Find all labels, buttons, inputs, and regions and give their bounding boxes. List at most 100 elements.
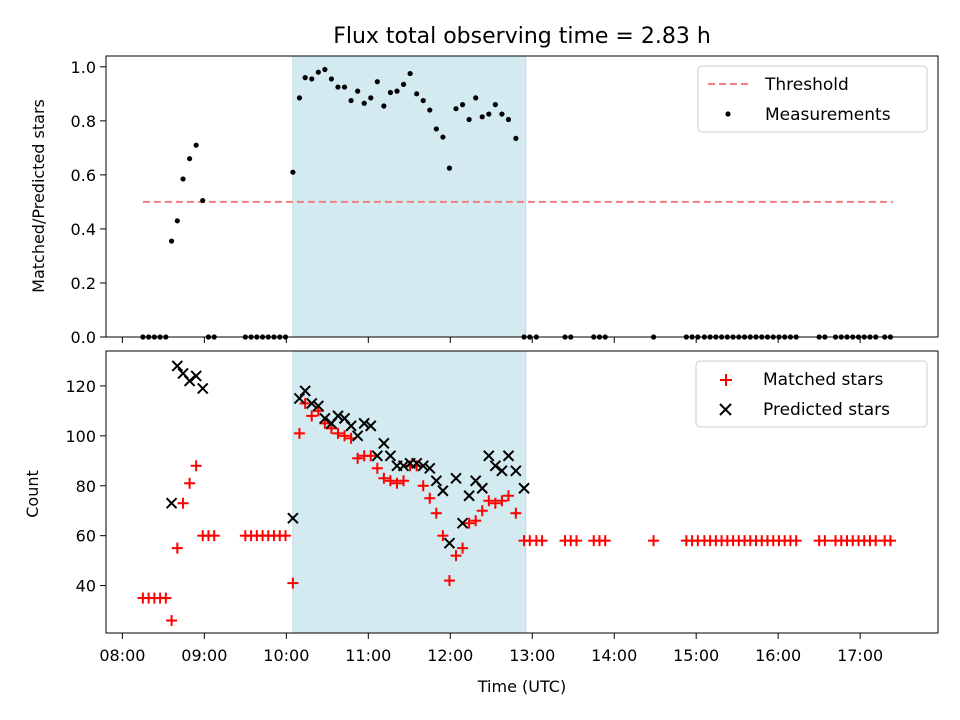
matched-star-point [450, 550, 462, 562]
predicted-star-point [165, 497, 178, 509]
measurement-point [387, 89, 394, 96]
predicted-star-point [351, 430, 364, 442]
matched-star-point [571, 535, 583, 547]
measurement-point [174, 218, 180, 224]
top-y-axis-label: Matched/Predicted stars [29, 99, 48, 293]
x-tick-label: 08:00 [99, 646, 145, 665]
measurement-point [414, 91, 420, 97]
matched-star-point [437, 530, 449, 542]
matched-star-point [299, 397, 311, 409]
matched-star-point [365, 450, 377, 462]
bottom-y-axis-label: Count [23, 470, 42, 518]
predicted-star-point [171, 360, 184, 372]
x-tick-label: 14:00 [591, 646, 637, 665]
matched-star-point [536, 535, 548, 547]
predicted-star-point [345, 420, 357, 432]
matched-star-point [790, 535, 802, 547]
matched-star-point [470, 515, 482, 527]
measurement-point [296, 95, 303, 101]
matched-star-point [280, 530, 292, 542]
matched-star-point [391, 477, 403, 489]
bottom-y-tick-label: 120 [65, 377, 96, 396]
measurement-point [290, 169, 296, 175]
top-highlight-span [292, 55, 527, 338]
predicted-star-point [384, 450, 397, 462]
matched-star-point [398, 475, 410, 487]
measurement-point [200, 197, 206, 204]
matched-star-point [177, 497, 189, 509]
matched-star-point [443, 575, 455, 587]
measurement-point [168, 238, 175, 244]
predicted-star-point [463, 490, 475, 502]
measurement-point [315, 69, 321, 75]
predicted-star-point [299, 385, 311, 397]
matched-star-point [648, 535, 660, 547]
measurement-point [180, 176, 186, 182]
matched-star-point [287, 577, 299, 589]
top-y-ticks: 0.0 0.2 0.4 0.6 0.8 1.0 [71, 58, 106, 347]
matched-star-point [496, 495, 508, 507]
measurement-point [309, 76, 315, 82]
x-tick-label: 12:00 [427, 646, 473, 665]
matched-star-point [483, 495, 495, 507]
matched-stars-points [137, 397, 896, 627]
bottom-axes-frame [105, 350, 939, 634]
legend-matched-label: Matched stars [763, 370, 883, 390]
legend-predicted-swatch [719, 403, 732, 416]
bottom-y-tick-label: 100 [65, 427, 96, 446]
matched-star-point [332, 427, 344, 439]
matched-star-point [378, 472, 390, 484]
measurement-point [479, 114, 485, 120]
measurement-point [473, 95, 479, 101]
predicted-star-point [456, 517, 469, 529]
measurement-point [513, 135, 519, 142]
measurement-point [466, 116, 472, 123]
measurement-point [459, 102, 466, 108]
predicted-star-point [424, 462, 436, 474]
matched-star-point [371, 462, 383, 474]
top-y-tick-label: 0.8 [71, 112, 96, 131]
top-y-tick-label: 0.6 [71, 166, 96, 185]
measurement-point [400, 81, 407, 87]
bottom-panel: 40 60 80 100 120 08:00 09:00 10:00 11:00 12:00 13… [23, 350, 939, 696]
measurement-point [505, 116, 512, 123]
x-tick-label: 13:00 [509, 646, 555, 665]
measurement-point [335, 84, 341, 90]
matched-star-point [884, 535, 896, 547]
predicted-star-point [489, 460, 502, 472]
measurement-point [486, 111, 492, 117]
matched-star-point [184, 477, 196, 489]
measurement-point [341, 84, 348, 90]
predicted-star-point [183, 375, 196, 387]
legend-measurements-swatch [725, 111, 731, 117]
x-axis-label: Time (UTC) [477, 677, 566, 696]
top-y-tick-label: 0.4 [71, 220, 96, 239]
predicted-star-point [417, 460, 429, 472]
measurement-point [187, 156, 193, 162]
predicted-star-point [358, 417, 370, 430]
matched-star-point [510, 507, 522, 519]
matched-star-point [208, 530, 220, 542]
top-axes-frame [105, 55, 939, 338]
predicted-star-point [502, 450, 515, 462]
measurement-point [361, 100, 367, 106]
bottom-y-tick-label: 40 [76, 577, 96, 596]
measurement-point [302, 75, 308, 81]
matched-star-point [463, 517, 475, 529]
matched-star-point [293, 427, 305, 439]
measurement-point [499, 111, 505, 117]
predicted-star-point [190, 370, 202, 382]
x-tick-label: 15:00 [673, 646, 719, 665]
measurement-point [193, 142, 199, 148]
x-tick-label: 09:00 [181, 646, 227, 665]
matched-star-point [384, 475, 396, 487]
top-panel: 0.0 0.2 0.4 0.6 0.8 1.0 Matched/Predicted sta… [29, 55, 939, 347]
predicted-star-point [306, 397, 318, 410]
predicted-star-point [496, 465, 508, 477]
x-tick-label: 16:00 [755, 646, 801, 665]
top-y-tick-label: 1.0 [71, 58, 96, 77]
matched-star-point [306, 410, 318, 422]
matched-star-point [599, 535, 611, 547]
predicted-star-point [397, 460, 410, 472]
